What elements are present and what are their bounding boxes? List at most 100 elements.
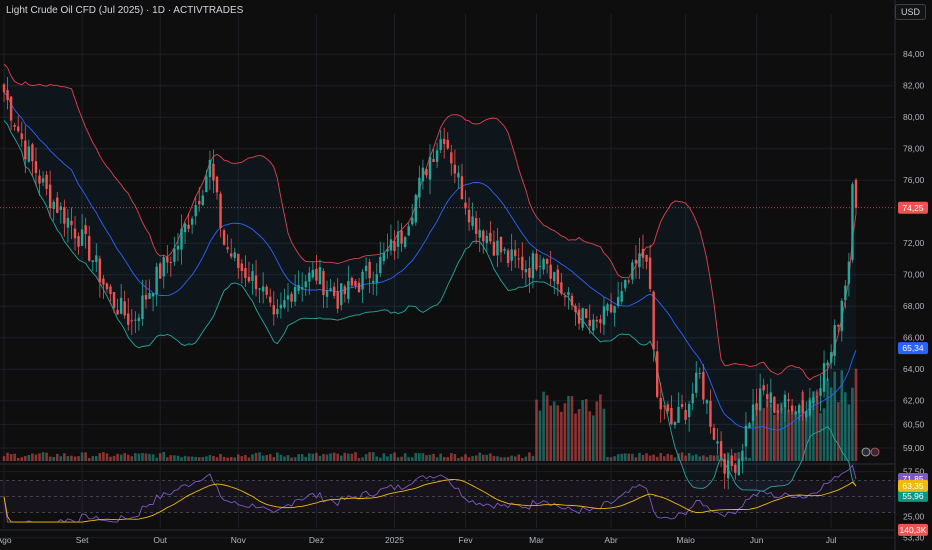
candle-body xyxy=(190,218,194,225)
candle-body xyxy=(787,399,790,401)
candle-body xyxy=(109,286,112,294)
volume-bar xyxy=(829,387,833,461)
candle-body xyxy=(389,239,393,251)
currency-button[interactable]: USD xyxy=(894,4,926,20)
candle-body xyxy=(531,253,535,279)
event-icon[interactable] xyxy=(870,447,880,457)
candle-body xyxy=(460,176,464,200)
candle-body xyxy=(528,267,531,278)
volume-bar xyxy=(27,454,31,461)
volume-bar xyxy=(407,457,410,461)
volume-bar xyxy=(517,454,521,461)
candle-body xyxy=(421,167,425,182)
volume-bar xyxy=(776,403,780,461)
candle-body xyxy=(680,404,684,407)
candle-body xyxy=(549,264,552,279)
candle-body xyxy=(542,258,545,270)
volume-bar xyxy=(794,412,797,461)
indicator-toggle-icons[interactable] xyxy=(861,447,880,457)
volume-bar xyxy=(9,454,13,461)
volume-bar xyxy=(48,456,52,461)
volume-bar xyxy=(222,456,226,461)
badge-label: 71,85 xyxy=(902,474,924,484)
volume-bar xyxy=(609,457,613,461)
value-badge: 74,25 xyxy=(898,201,928,214)
price-tick-label: 70,00 xyxy=(903,270,925,280)
volume-bar xyxy=(190,456,194,461)
volume-bar xyxy=(620,453,623,461)
volume-bar xyxy=(176,455,180,461)
candle-body xyxy=(27,146,31,162)
alert-icon[interactable] xyxy=(861,447,871,457)
candle-body xyxy=(538,265,542,267)
volume-bar xyxy=(503,457,506,461)
candle-body xyxy=(443,138,446,144)
volume-bar xyxy=(290,457,293,461)
time-tick-label: Maio xyxy=(676,535,695,545)
candle-body xyxy=(279,304,283,309)
candle-body xyxy=(226,247,229,250)
candle-body xyxy=(425,169,428,176)
candle-body xyxy=(382,252,386,262)
volume-bar xyxy=(560,411,563,461)
volume-bar xyxy=(645,453,648,461)
candle-body xyxy=(357,282,361,293)
candle-body xyxy=(127,313,130,325)
candle-body xyxy=(652,291,655,350)
candle-body xyxy=(499,236,503,253)
candle-body xyxy=(641,248,645,258)
time-axis[interactable]: Ago Set Out Nov Dez 2025 Fev Mar Abr Maio Jun Jul xyxy=(0,535,837,545)
volume-bar xyxy=(584,399,588,461)
candle-body xyxy=(805,411,808,418)
volume-bar xyxy=(155,457,158,461)
volume-bar xyxy=(293,457,297,461)
volume-bar xyxy=(197,457,201,461)
candle-body xyxy=(453,164,457,174)
candle-body xyxy=(141,295,144,320)
volume-bar xyxy=(173,455,176,461)
volume-bar xyxy=(272,457,276,461)
candle-body xyxy=(52,201,55,210)
volume-bar xyxy=(513,456,517,461)
volume-bar xyxy=(641,454,645,461)
time-tick-label: 2025 xyxy=(385,535,404,545)
volume-bar xyxy=(258,452,261,461)
candle-body xyxy=(368,261,371,279)
price-tick-label: 66,00 xyxy=(903,333,925,343)
volume-bar xyxy=(339,455,343,461)
price-axis[interactable]: 84,00 82,00 80,00 78,00 76,00 72,00 70,00 68,00… xyxy=(903,49,925,543)
volume-bar xyxy=(485,454,489,461)
volume-bar xyxy=(102,452,105,461)
candle-body xyxy=(180,228,183,250)
candle-body xyxy=(247,276,251,282)
volume-bar xyxy=(613,456,616,461)
candle-body xyxy=(261,286,265,292)
candle-body xyxy=(798,405,801,414)
candle-body xyxy=(755,403,758,410)
candle-body xyxy=(840,300,843,332)
candle-body xyxy=(808,400,812,416)
candle-body xyxy=(450,152,453,164)
volume-bar xyxy=(105,453,109,461)
candle-body xyxy=(403,237,407,248)
volume-bar xyxy=(705,456,709,461)
candle-body xyxy=(705,400,709,404)
time-tick-label: Dez xyxy=(309,535,324,545)
candle-body xyxy=(780,408,783,410)
volume-bar xyxy=(549,405,552,461)
volume-bar xyxy=(134,453,137,461)
volume-bar xyxy=(357,457,361,461)
candle-body xyxy=(205,176,208,193)
volume-bar xyxy=(655,456,659,461)
candle-body xyxy=(91,260,94,263)
candle-body xyxy=(41,178,45,183)
candle-body xyxy=(308,272,311,282)
candle-body xyxy=(695,372,698,393)
candle-body xyxy=(709,400,712,427)
badge-label: 55,96 xyxy=(902,491,924,501)
candle-body xyxy=(762,385,765,391)
volume-bar xyxy=(343,452,347,461)
volume-bar xyxy=(311,453,315,461)
volume-bar xyxy=(826,378,829,461)
